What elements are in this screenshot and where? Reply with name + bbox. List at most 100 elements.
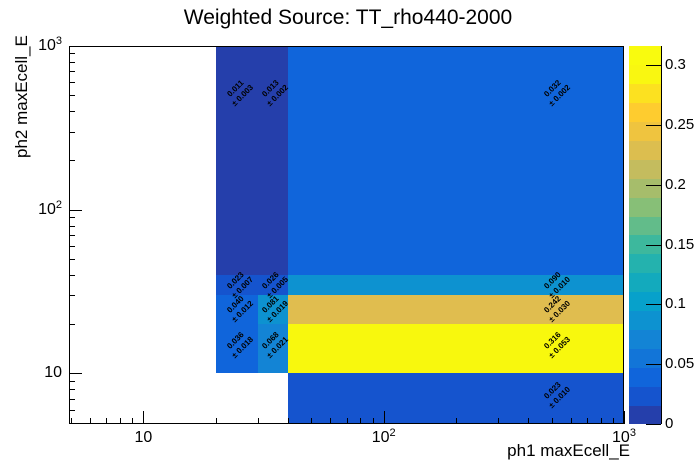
y-axis-minor-tick [69,409,75,411]
y-axis-minor-tick [69,389,75,391]
colorbar-tick [646,424,661,425]
colorbar-axis-line [661,46,662,424]
y-axis-minor-tick [69,258,75,260]
y-axis-minor-tick [69,217,75,219]
colorbar-tick [646,65,661,67]
y-axis-minor-tick [69,225,75,227]
y-axis-title: ph2 maxEcell_E [12,35,31,158]
x-axis-minor-tick [71,418,73,424]
y-axis-minor-tick [69,95,75,97]
y-axis-minor-tick [69,422,75,424]
x-axis-major-tick [624,411,625,424]
heatmap-cell [215,274,259,296]
colorbar-band [629,64,661,85]
heatmap-cell [258,295,289,325]
colorbar-band [629,310,661,330]
x-axis-minor-tick [346,418,348,424]
heatmap-cell [288,324,624,374]
x-axis-minor-tick [360,418,362,424]
x-tick-label: 102 [371,427,396,446]
colorbar-tick-label: 0.1 [665,295,686,313]
colorbar-tick-label: 0.05 [665,355,695,373]
colorbar-tick-label: 0.25 [665,116,695,134]
plot-title: Weighted Source: TT_rho440-2000 [183,6,513,29]
colorbar-band [629,159,661,179]
y-axis-minor-tick [69,111,75,113]
x-axis-minor-tick [311,418,313,424]
y-axis-minor-tick [69,82,75,84]
heatmap-cell [258,324,289,374]
y-axis-minor-tick [69,131,75,133]
colorbar-band [629,83,661,104]
x-axis-minor-tick [132,418,134,424]
colorbar-band [629,386,661,406]
x-tick-label: 103 [612,427,636,446]
colorbar-tick-label: 0.2 [665,175,686,193]
y-tick-label: 103 [38,35,62,54]
colorbar-tick-label: 0 [665,415,674,432]
y-axis-minor-tick [69,324,75,326]
y-tick-label: 102 [38,198,62,218]
y-axis-minor-tick [69,61,75,63]
x-axis-minor-tick [456,418,458,424]
heatmap-cell [215,324,259,374]
x-axis-minor-tick [372,418,374,424]
colorbar-band [629,348,661,368]
colorbar-tick-label: 0.15 [665,235,695,253]
colorbar-band [629,121,661,141]
y-axis-minor-tick [69,245,75,247]
x-axis-minor-tick [215,418,217,424]
x-axis-minor-tick [528,418,530,424]
y-axis-minor-tick [69,295,75,297]
heatmap-cell [258,274,289,296]
colorbar-tick [646,364,661,366]
y-axis-minor-tick [69,235,75,236]
colorbar-band [629,197,661,217]
x-axis-minor-tick [586,418,588,424]
x-axis-major-tick [383,411,385,424]
heatmap-cell [288,295,624,325]
y-tick-label: 10 [44,364,62,382]
colorbar-tick-label: 0.3 [665,56,686,74]
y-axis-major-tick [69,209,82,211]
colorbar-band [629,291,661,312]
x-axis-minor-tick [570,418,572,424]
colorbar-tick [646,184,661,186]
y-axis-major-tick [69,373,82,375]
x-axis-minor-tick [613,418,614,424]
y-axis-minor-tick [69,398,75,400]
colorbar [629,46,661,425]
x-axis-minor-tick [551,418,553,424]
colorbar-tick [646,244,661,246]
y-axis-major-tick [69,46,82,47]
heatmap-cell [288,274,624,296]
colorbar-band [629,405,661,425]
colorbar-band [629,46,661,66]
x-axis-minor-tick [90,418,92,424]
colorbar-band [629,272,661,293]
x-axis-minor-tick [258,418,260,424]
colorbar-band [629,329,661,349]
x-axis-minor-tick [288,418,290,424]
colorbar-band [629,102,661,123]
x-axis-minor-tick [600,418,602,424]
x-tick-label: 10 [134,429,153,446]
colorbar-band [629,367,661,387]
y-axis-minor-tick [69,160,75,162]
y-axis-minor-tick [69,380,75,382]
x-axis-minor-tick [120,418,122,424]
x-axis-title: ph1 maxEcell_E [507,441,630,460]
colorbar-tick [646,125,661,127]
x-axis-major-tick [143,411,145,424]
x-axis-minor-tick [498,418,500,424]
colorbar-band [629,235,661,255]
colorbar-tick [646,304,661,306]
heatmap-cell [288,46,624,275]
y-axis-minor-tick [69,71,75,73]
colorbar-band [629,216,661,236]
heatmap-cell [258,46,289,275]
x-axis-minor-tick [330,418,332,424]
y-axis-minor-tick [69,274,75,276]
x-axis-minor-tick [106,418,108,424]
